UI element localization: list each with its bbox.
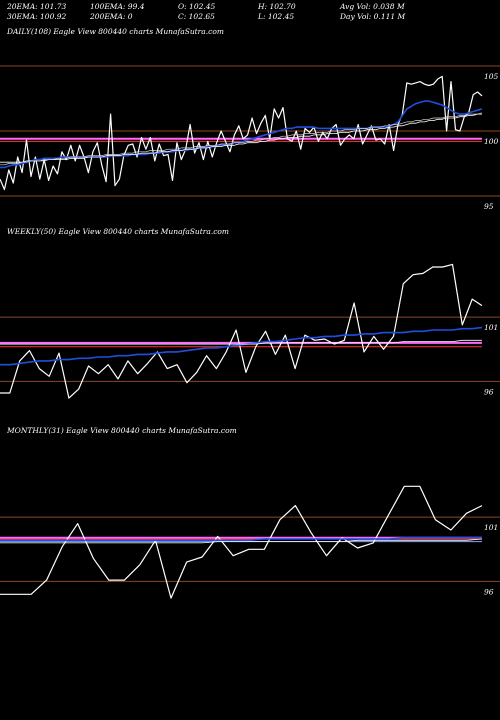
daily-ema_slow-line — [0, 113, 482, 163]
weekly-ytick-label: 96 — [484, 387, 494, 396]
weekly-ema_slow-line — [0, 339, 482, 345]
weekly-panel-title: WEEKLY(50) Eagle View 800440 charts Muna… — [7, 227, 230, 236]
ema20-label: 20EMA: 101.73 — [7, 2, 67, 11]
monthly-ytick-label: 96 — [484, 587, 494, 596]
low-label: L: 102.45 — [258, 12, 295, 21]
daily-ema_mid-line — [0, 112, 483, 166]
monthly-ema_slow-line — [0, 538, 483, 544]
close-label: C: 102.65 — [178, 12, 215, 21]
daily-ytick-label: 100 — [484, 137, 499, 146]
monthly-ytick-label: 101 — [484, 523, 498, 532]
daily-ytick-label: 105 — [484, 72, 499, 81]
daily-ema_fast-line — [0, 100, 483, 169]
daily-ytick-label: 95 — [484, 202, 494, 211]
ema30-label: 30EMA: 100.92 — [7, 12, 67, 21]
avg-vol-label: Avg Vol: 0.038 M — [340, 2, 405, 11]
monthly-price-line — [0, 485, 483, 599]
monthly-ema_fast-line — [0, 536, 482, 542]
ema200-label: 200EMA: 0 — [90, 12, 133, 21]
monthly-panel-title: MONTHLY(31) Eagle View 800440 charts Mun… — [7, 426, 237, 435]
open-label: O: 102.45 — [178, 2, 216, 11]
day-vol-label: Day Vol: 0.111 M — [340, 12, 406, 21]
daily-price-line — [0, 75, 483, 191]
high-label: H: 102.70 — [258, 2, 296, 11]
daily-panel-title: DAILY(108) Eagle View 800440 charts Muna… — [7, 27, 224, 36]
ema100-label: 100EMA: 99.4 — [90, 2, 145, 11]
weekly-ytick-label: 101 — [484, 323, 498, 332]
weekly-ema_fast-line — [0, 326, 483, 366]
weekly-price-line — [0, 263, 483, 399]
